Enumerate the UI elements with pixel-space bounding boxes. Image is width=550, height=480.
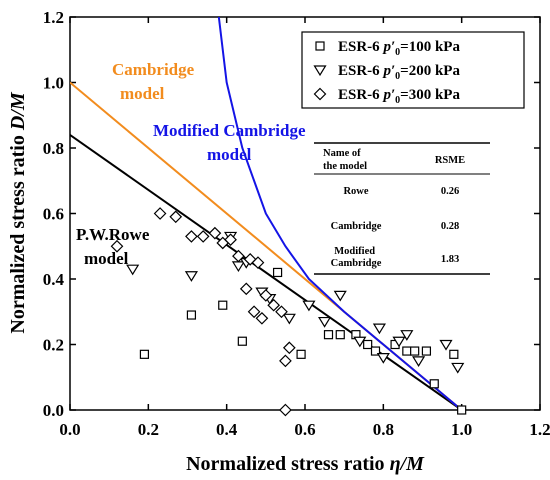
y-tick-label: 0.6 xyxy=(43,205,64,224)
point-100kpa xyxy=(421,346,432,356)
point-200kpa xyxy=(400,330,414,341)
modified-cambridge-model-label: Modified Cambridge model xyxy=(153,121,310,164)
point-300kpa xyxy=(185,230,198,243)
x-tick-label: 0.4 xyxy=(216,420,238,439)
point-300kpa xyxy=(110,239,124,253)
y-tick-label: 0.0 xyxy=(43,401,64,420)
y-tick-labels: 0.0 0.2 0.4 0.6 0.8 1.0 1.2 xyxy=(43,8,65,420)
x-tick-label: 1.0 xyxy=(451,420,472,439)
point-100kpa xyxy=(218,300,228,310)
y-tick-label: 0.8 xyxy=(43,139,64,158)
point-300kpa xyxy=(259,289,273,302)
point-100kpa xyxy=(296,349,306,359)
table-cell-model: Rowe xyxy=(343,186,368,197)
point-100kpa xyxy=(272,267,283,278)
point-200kpa xyxy=(376,353,390,364)
point-200kpa xyxy=(372,323,386,335)
axis-ticks xyxy=(69,16,541,411)
point-300kpa xyxy=(282,341,296,355)
point-100kpa xyxy=(139,349,150,359)
legend-marker-300kpa xyxy=(313,87,327,101)
y-tick-label: 1.0 xyxy=(43,74,64,93)
y-tick-label: 0.4 xyxy=(43,270,65,289)
point-200kpa xyxy=(333,290,347,302)
y-axis-title: Normalized stress ratio D/M xyxy=(7,91,29,333)
point-200kpa xyxy=(282,313,296,325)
point-200kpa xyxy=(231,261,245,273)
point-300kpa xyxy=(251,256,265,269)
legend-marker-100kpa xyxy=(315,41,325,51)
x-tick-label: 0.0 xyxy=(59,420,80,439)
point-300kpa xyxy=(267,298,281,312)
point-300kpa xyxy=(275,305,288,319)
point-100kpa xyxy=(429,379,439,389)
table-cell-rsme: 0.26 xyxy=(441,186,459,197)
legend-marker-200kpa xyxy=(313,65,327,77)
point-100kpa xyxy=(186,310,197,320)
y-tick-label: 0.2 xyxy=(43,336,64,355)
point-200kpa xyxy=(439,339,453,351)
table-cell-rsme: 0.28 xyxy=(441,221,459,232)
point-100kpa xyxy=(370,346,381,356)
table-header-rsme: RSME xyxy=(435,155,465,166)
point-300kpa xyxy=(279,403,292,417)
point-300kpa xyxy=(255,311,269,325)
point-300kpa xyxy=(153,207,167,220)
point-100kpa xyxy=(335,330,345,340)
point-200kpa xyxy=(353,336,367,348)
rsme-table: Name of the model RSME Rowe 0.26 Cambrid… xyxy=(314,142,490,275)
point-200kpa xyxy=(318,316,332,328)
rowe-model-label: P.W.Rowe model xyxy=(76,225,154,268)
x-tick-label: 0.8 xyxy=(373,420,394,439)
point-200kpa xyxy=(412,356,426,368)
point-100kpa xyxy=(237,336,247,346)
point-100kpa xyxy=(449,349,459,359)
legend: ESR-6 p′0=100 kPa ESR-6 p′0=200 kPa ESR-… xyxy=(301,31,525,109)
point-200kpa xyxy=(126,264,140,276)
model-lines xyxy=(70,17,463,410)
point-300kpa xyxy=(279,354,292,368)
legend-label-300kpa: ESR-6 p′0=300 kPa xyxy=(338,87,460,106)
point-300kpa xyxy=(247,305,261,319)
cambridge-model-label: Cambridge model xyxy=(112,60,198,103)
point-300kpa xyxy=(232,249,245,263)
x-axis-title: Normalized stress ratio η/M xyxy=(186,453,425,475)
point-200kpa xyxy=(302,300,316,312)
table-cell-rsme: 1.83 xyxy=(441,254,459,265)
legend-label-100kpa: ESR-6 p′0=100 kPa xyxy=(338,39,460,58)
table-header-model: Name of the model xyxy=(323,148,367,172)
scatter-points xyxy=(110,207,467,417)
table-cell-model: Modified Cambridge xyxy=(331,246,382,269)
rowe-model-line xyxy=(70,134,463,410)
point-100kpa xyxy=(457,405,467,415)
point-300kpa xyxy=(208,226,222,240)
point-300kpa xyxy=(169,210,183,224)
legend-box xyxy=(301,31,525,109)
point-200kpa xyxy=(184,271,198,282)
x-tick-labels: 0.0 0.2 0.4 0.6 0.8 1.0 1.2 xyxy=(59,420,550,439)
point-100kpa xyxy=(402,346,412,356)
x-tick-label: 0.6 xyxy=(294,420,315,439)
y-tick-label: 1.2 xyxy=(43,8,64,27)
point-300kpa xyxy=(224,233,237,247)
point-200kpa xyxy=(392,336,406,348)
point-300kpa xyxy=(196,230,210,243)
modified-cambridge-model-line xyxy=(217,17,463,410)
table-cell-model: Cambridge xyxy=(331,221,382,232)
point-200kpa xyxy=(451,362,465,374)
point-300kpa xyxy=(239,282,253,296)
point-100kpa xyxy=(410,346,420,356)
point-100kpa xyxy=(363,339,373,350)
x-tick-label: 1.2 xyxy=(529,420,550,439)
x-tick-label: 0.2 xyxy=(138,420,159,439)
legend-label-200kpa: ESR-6 p′0=200 kPa xyxy=(338,63,460,82)
point-100kpa xyxy=(323,330,334,340)
